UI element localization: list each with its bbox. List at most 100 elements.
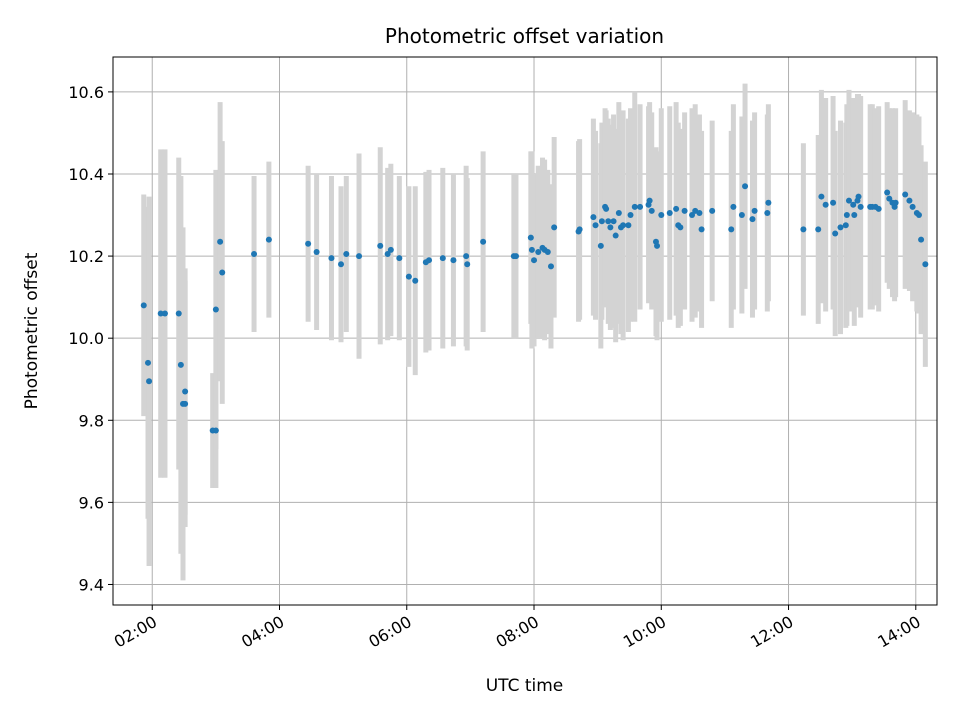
data-point xyxy=(906,197,913,204)
data-point xyxy=(709,207,716,214)
data-point xyxy=(426,257,433,264)
data-point xyxy=(387,246,394,253)
data-point xyxy=(528,246,535,253)
data-point xyxy=(217,238,224,245)
x-tick-label: 10:00 xyxy=(620,612,669,652)
data-point xyxy=(480,238,487,245)
y-tick-label: 9.4 xyxy=(79,575,104,594)
x-tick-label: 08:00 xyxy=(493,612,542,652)
data-point xyxy=(612,232,619,239)
data-point xyxy=(463,253,470,260)
data-point xyxy=(338,261,345,268)
data-point xyxy=(742,183,749,190)
data-point xyxy=(857,203,864,210)
data-point xyxy=(832,230,839,237)
data-point xyxy=(698,226,705,233)
data-point xyxy=(677,224,684,231)
data-point xyxy=(328,255,335,262)
data-point xyxy=(855,193,862,200)
data-point xyxy=(615,209,622,216)
data-point xyxy=(412,277,419,284)
data-point xyxy=(681,207,688,214)
data-point xyxy=(830,199,837,206)
data-point xyxy=(603,205,610,212)
y-axis-ticks: 9.4 9.6 9.8 10.0 10.2 10.4 10.6 xyxy=(68,83,113,594)
data-point xyxy=(512,253,519,260)
data-point xyxy=(909,203,916,210)
y-tick-label: 10.6 xyxy=(68,83,104,102)
data-point xyxy=(696,209,703,216)
data-point xyxy=(182,388,189,395)
data-point xyxy=(590,214,597,221)
x-axis-ticks: 02:00 04:00 06:00 08:00 10:00 12:00 14:00 xyxy=(111,605,924,652)
data-point xyxy=(607,224,614,231)
data-point xyxy=(875,205,882,212)
data-point xyxy=(544,248,551,255)
data-point xyxy=(843,212,850,219)
data-point xyxy=(689,212,696,219)
data-point xyxy=(212,306,219,313)
data-point xyxy=(842,222,849,229)
data-point xyxy=(818,193,825,200)
chart-title: Photometric offset variation xyxy=(385,24,664,48)
data-point xyxy=(605,218,612,225)
data-point xyxy=(815,226,822,233)
data-point xyxy=(175,310,182,317)
data-point xyxy=(918,236,925,243)
data-point xyxy=(837,224,844,231)
y-tick-label: 10.2 xyxy=(68,247,104,266)
data-point xyxy=(343,251,350,258)
data-point xyxy=(377,242,384,249)
data-point xyxy=(728,226,735,233)
data-point xyxy=(637,203,644,210)
data-point xyxy=(140,302,147,309)
data-point xyxy=(384,251,391,258)
data-point xyxy=(597,242,604,249)
data-point xyxy=(749,216,756,223)
data-point xyxy=(535,248,542,255)
data-point xyxy=(551,224,558,231)
grid-lines xyxy=(113,57,937,605)
data-point xyxy=(631,203,638,210)
data-point xyxy=(627,212,634,219)
data-points xyxy=(140,183,929,434)
data-point xyxy=(850,201,857,208)
data-point xyxy=(144,359,151,366)
data-point xyxy=(212,427,219,434)
error-bars xyxy=(141,83,928,581)
data-point xyxy=(886,195,893,202)
data-point xyxy=(265,236,272,243)
data-point xyxy=(765,199,772,206)
data-point xyxy=(730,203,737,210)
data-point xyxy=(313,248,320,255)
data-point xyxy=(751,207,758,214)
y-tick-label: 9.6 xyxy=(79,493,104,512)
data-point xyxy=(851,212,858,219)
data-point xyxy=(845,197,852,204)
data-point xyxy=(892,199,899,206)
data-point xyxy=(654,242,661,249)
data-point xyxy=(396,255,403,262)
data-point xyxy=(356,253,363,260)
y-axis-title: Photometric offset xyxy=(22,252,42,409)
data-point xyxy=(738,212,745,219)
y-tick-label: 9.8 xyxy=(79,411,104,430)
data-point xyxy=(625,222,632,229)
data-point xyxy=(547,263,554,270)
data-point xyxy=(610,218,617,225)
data-point xyxy=(405,273,412,280)
data-point xyxy=(146,378,153,385)
x-tick-label: 04:00 xyxy=(238,612,287,652)
data-point xyxy=(646,197,653,204)
data-point xyxy=(177,361,184,368)
data-point xyxy=(182,400,189,407)
data-point xyxy=(902,191,909,198)
x-tick-label: 14:00 xyxy=(874,612,923,652)
data-point xyxy=(822,201,829,208)
data-point xyxy=(527,234,534,241)
x-axis-title: UTC time xyxy=(486,676,564,696)
data-point xyxy=(800,226,807,233)
plot-frame xyxy=(112,56,938,606)
data-point xyxy=(592,222,599,229)
